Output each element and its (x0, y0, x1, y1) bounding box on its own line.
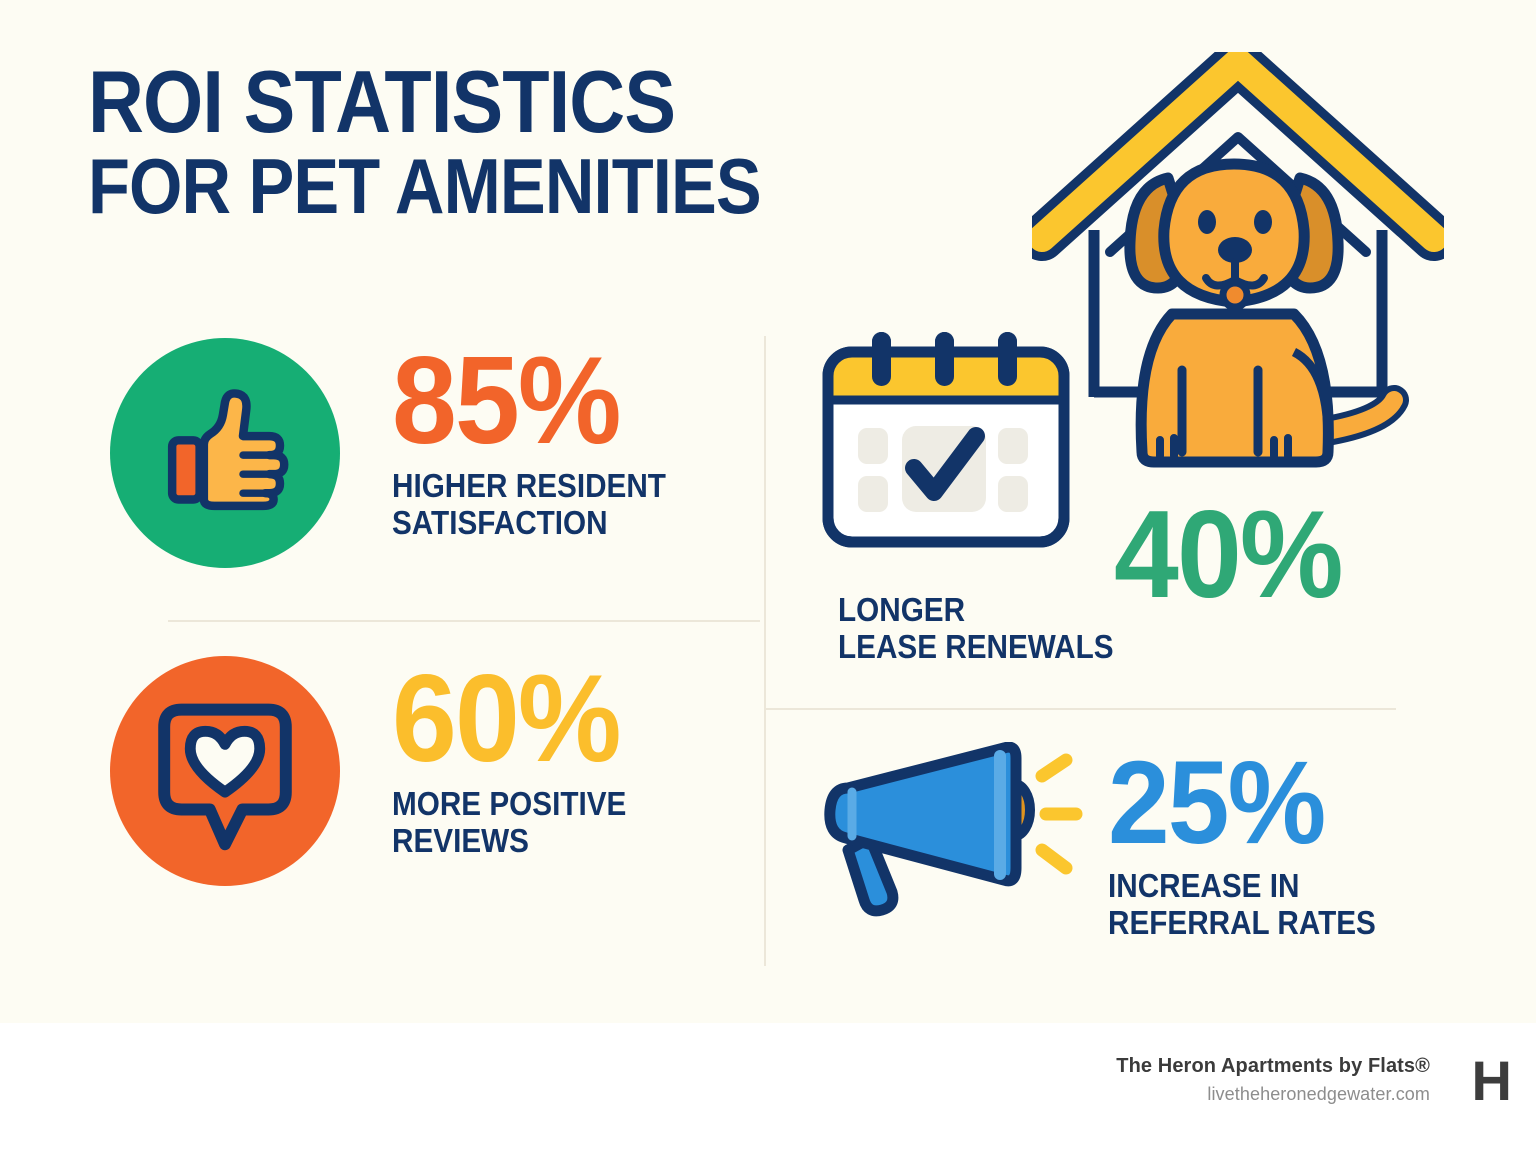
stat-value: 25% (1108, 737, 1326, 869)
footer-text-block: The Heron Apartments by Flats® livethehe… (1116, 1055, 1430, 1105)
heron-logo-mark: H (1471, 1049, 1512, 1112)
page-title: ROI STATISTICS FOR PET AMENITIES (88, 52, 853, 230)
vertical-divider (764, 336, 766, 966)
stat-label: LONGER LEASE RENEWALS (838, 591, 1114, 665)
footer-brand-name: The Heron Apartments by Flats® (1116, 1055, 1430, 1077)
footer-bar (0, 1023, 1536, 1154)
stat-positive-reviews: 60% MORE POSITIVE REVIEWS (110, 656, 652, 886)
stat-value: 85% (392, 332, 622, 470)
thumbs-up-badge (110, 338, 340, 568)
footer-website-url: livetheheronedgewater.com (1207, 1084, 1430, 1104)
title-line-1: ROI STATISTICS (88, 52, 676, 151)
stat-value: 40% (1114, 486, 1344, 624)
stat-label: INCREASE IN REFERRAL RATES (1108, 867, 1376, 942)
stat-label: HIGHER RESIDENT SATISFACTION (392, 466, 666, 541)
stat-resident-satisfaction: 85% HIGHER RESIDENT SATISFACTION (110, 338, 696, 568)
thumbs-up-icon (167, 389, 289, 511)
heart-speech-bubble-icon (158, 703, 292, 850)
heart-speech-bubble-badge (110, 656, 340, 886)
stat-label: MORE POSITIVE REVIEWS (392, 784, 627, 859)
left-horizontal-divider (168, 620, 760, 622)
title-line-2: FOR PET AMENITIES (88, 141, 762, 230)
calendar-check-icon (820, 328, 1072, 554)
stat-referral-rates: 25% INCREASE IN REFERRAL RATES (1108, 737, 1406, 942)
megaphone-icon (818, 741, 1088, 922)
dog-in-doghouse-illustration (1019, 39, 1457, 522)
stat-value: 60% (392, 650, 622, 788)
right-horizontal-divider (766, 708, 1396, 710)
